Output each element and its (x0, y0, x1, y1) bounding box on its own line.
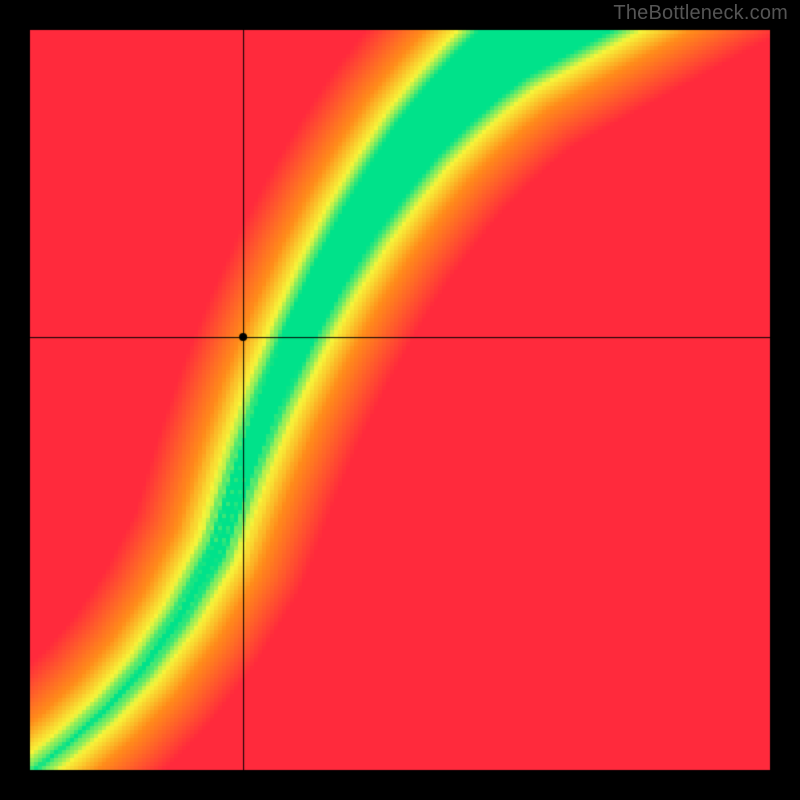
heatmap-canvas (0, 0, 800, 800)
watermark-label: TheBottleneck.com (613, 2, 788, 25)
chart-container: TheBottleneck.com (0, 0, 800, 800)
